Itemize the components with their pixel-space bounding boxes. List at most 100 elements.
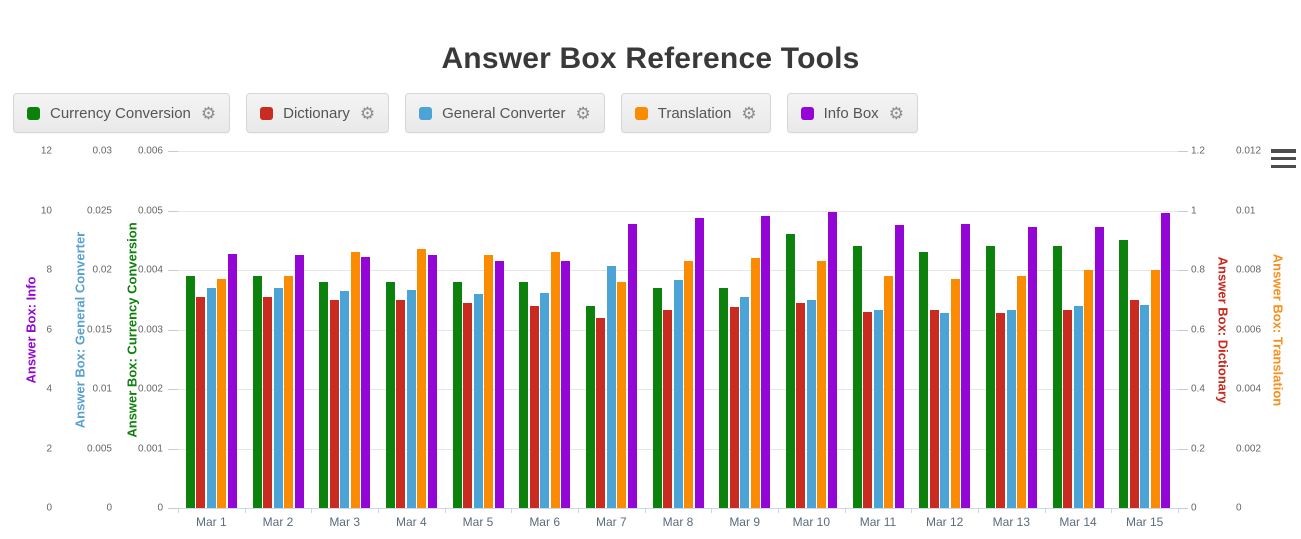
bar-dictionary-mar-5[interactable]	[463, 303, 472, 508]
legend: Currency Conversion ⚙ Dictionary ⚙ General C…	[13, 93, 918, 133]
bar-dictionary-mar-2[interactable]	[263, 297, 272, 508]
x-axis-tick	[1178, 508, 1179, 513]
bar-currency-conversion-mar-12[interactable]	[919, 252, 929, 508]
bar-dictionary-mar-15[interactable]	[1129, 300, 1139, 508]
gear-icon[interactable]: ⚙	[888, 103, 904, 123]
gear-icon[interactable]: ⚙	[575, 103, 591, 123]
legend-item-currency-conversion[interactable]: Currency Conversion ⚙	[13, 93, 231, 133]
bar-general-converter-mar-13[interactable]	[1006, 310, 1016, 508]
bar-translation-mar-12[interactable]	[950, 279, 960, 508]
x-axis-tick	[444, 508, 446, 513]
bar-translation-mar-2[interactable]	[284, 276, 293, 508]
bar-dictionary-mar-9[interactable]	[729, 307, 739, 508]
bar-info-box-mar-7[interactable]	[627, 224, 637, 508]
bar-currency-conversion-mar-2[interactable]	[252, 276, 262, 508]
y-axis-tick-label: 0.005	[137, 205, 163, 216]
bar-dictionary-mar-13[interactable]	[996, 313, 1006, 508]
bar-dictionary-mar-12[interactable]	[929, 310, 939, 508]
bar-general-converter-mar-8[interactable]	[673, 280, 683, 508]
bar-translation-mar-13[interactable]	[1017, 276, 1027, 508]
bar-currency-conversion-mar-1[interactable]	[185, 276, 195, 508]
bar-info-box-mar-15[interactable]	[1161, 213, 1171, 508]
bar-general-converter-mar-15[interactable]	[1140, 305, 1150, 508]
bar-translation-mar-5[interactable]	[484, 255, 493, 508]
bar-dictionary-mar-11[interactable]	[863, 312, 872, 508]
bar-dictionary-mar-4[interactable]	[396, 300, 406, 508]
bar-info-box-mar-3[interactable]	[361, 257, 371, 508]
y-axis-tick-label: 0.002	[1236, 443, 1262, 454]
bar-currency-conversion-mar-5[interactable]	[452, 282, 462, 508]
bar-translation-mar-11[interactable]	[884, 276, 893, 508]
bar-currency-conversion-mar-3[interactable]	[319, 282, 329, 508]
bar-info-box-mar-4[interactable]	[427, 255, 437, 508]
bar-dictionary-mar-14[interactable]	[1063, 310, 1072, 508]
bar-general-converter-mar-12[interactable]	[940, 313, 950, 508]
bar-currency-conversion-mar-4[interactable]	[385, 282, 395, 508]
bar-info-box-mar-9[interactable]	[761, 216, 771, 508]
bar-general-converter-mar-10[interactable]	[806, 300, 816, 508]
bar-translation-mar-3[interactable]	[350, 252, 360, 508]
bar-general-converter-mar-6[interactable]	[540, 293, 550, 508]
legend-item-translation[interactable]: Translation ⚙	[620, 93, 771, 133]
bar-translation-mar-15[interactable]	[1150, 270, 1160, 508]
bar-translation-mar-4[interactable]	[417, 249, 427, 508]
bar-general-converter-mar-4[interactable]	[406, 290, 416, 508]
bar-dictionary-mar-6[interactable]	[529, 306, 539, 508]
bar-info-box-mar-11[interactable]	[894, 225, 904, 508]
bar-info-box-mar-14[interactable]	[1094, 227, 1104, 508]
bar-info-box-mar-2[interactable]	[294, 255, 304, 508]
bar-translation-mar-7[interactable]	[617, 282, 627, 508]
bar-dictionary-mar-10[interactable]	[796, 303, 806, 508]
bar-info-box-mar-5[interactable]	[494, 261, 504, 508]
gear-icon[interactable]: ⚙	[200, 103, 217, 123]
x-axis-label: Mar 4	[395, 515, 427, 529]
x-axis-label: Mar 2	[262, 515, 294, 529]
bar-translation-mar-6[interactable]	[550, 252, 560, 508]
bar-info-box-mar-6[interactable]	[561, 261, 571, 508]
bar-dictionary-mar-3[interactable]	[329, 300, 339, 508]
bar-translation-mar-1[interactable]	[217, 279, 227, 508]
bar-translation-mar-8[interactable]	[684, 261, 693, 508]
bar-currency-conversion-mar-10[interactable]	[785, 234, 795, 508]
bar-translation-mar-10[interactable]	[817, 261, 827, 508]
legend-label: General Converter	[442, 104, 566, 122]
bar-currency-conversion-mar-8[interactable]	[652, 288, 662, 508]
bar-general-converter-mar-14[interactable]	[1073, 306, 1083, 508]
legend-item-general-converter[interactable]: General Converter ⚙	[405, 93, 605, 133]
bar-currency-conversion-mar-14[interactable]	[1052, 246, 1062, 508]
bar-translation-mar-9[interactable]	[750, 258, 760, 508]
bar-general-converter-mar-9[interactable]	[740, 297, 750, 508]
x-axis-tick	[578, 508, 579, 513]
bar-currency-conversion-mar-15[interactable]	[1119, 240, 1129, 508]
y-axis-tick-label: 0	[46, 502, 52, 514]
bar-info-box-mar-10[interactable]	[827, 212, 837, 508]
y-axis-tick	[1178, 210, 1188, 212]
bar-translation-mar-14[interactable]	[1084, 270, 1093, 508]
bar-dictionary-mar-7[interactable]	[596, 318, 606, 508]
bar-general-converter-mar-11[interactable]	[873, 310, 883, 508]
y-axis-tick-label: 0.01	[1236, 205, 1256, 216]
bar-currency-conversion-mar-7[interactable]	[585, 306, 595, 508]
gear-icon[interactable]: ⚙	[741, 103, 757, 123]
bar-general-converter-mar-7[interactable]	[606, 266, 616, 508]
x-axis-tick	[378, 508, 379, 513]
legend-item-dictionary[interactable]: Dictionary ⚙	[246, 93, 390, 133]
bar-general-converter-mar-5[interactable]	[473, 294, 483, 508]
bar-general-converter-mar-2[interactable]	[273, 288, 283, 508]
bar-general-converter-mar-3[interactable]	[340, 291, 350, 508]
gear-icon[interactable]: ⚙	[359, 103, 376, 123]
bar-dictionary-mar-1[interactable]	[196, 297, 206, 508]
bar-info-box-mar-8[interactable]	[694, 218, 704, 508]
bar-info-box-mar-1[interactable]	[227, 254, 237, 508]
bar-currency-conversion-mar-6[interactable]	[519, 282, 529, 508]
bar-general-converter-mar-1[interactable]	[206, 288, 216, 508]
chart-context-menu-icon[interactable]	[1271, 149, 1296, 168]
bar-currency-conversion-mar-9[interactable]	[719, 288, 729, 508]
bar-currency-conversion-mar-11[interactable]	[852, 246, 862, 508]
bar-currency-conversion-mar-13[interactable]	[985, 246, 995, 508]
bar-dictionary-mar-8[interactable]	[663, 310, 672, 508]
bar-info-box-mar-13[interactable]	[1027, 227, 1037, 508]
x-axis-label: Mar 5	[462, 515, 494, 529]
bar-info-box-mar-12[interactable]	[961, 224, 971, 508]
legend-item-info-box[interactable]: Info Box ⚙	[786, 93, 918, 133]
